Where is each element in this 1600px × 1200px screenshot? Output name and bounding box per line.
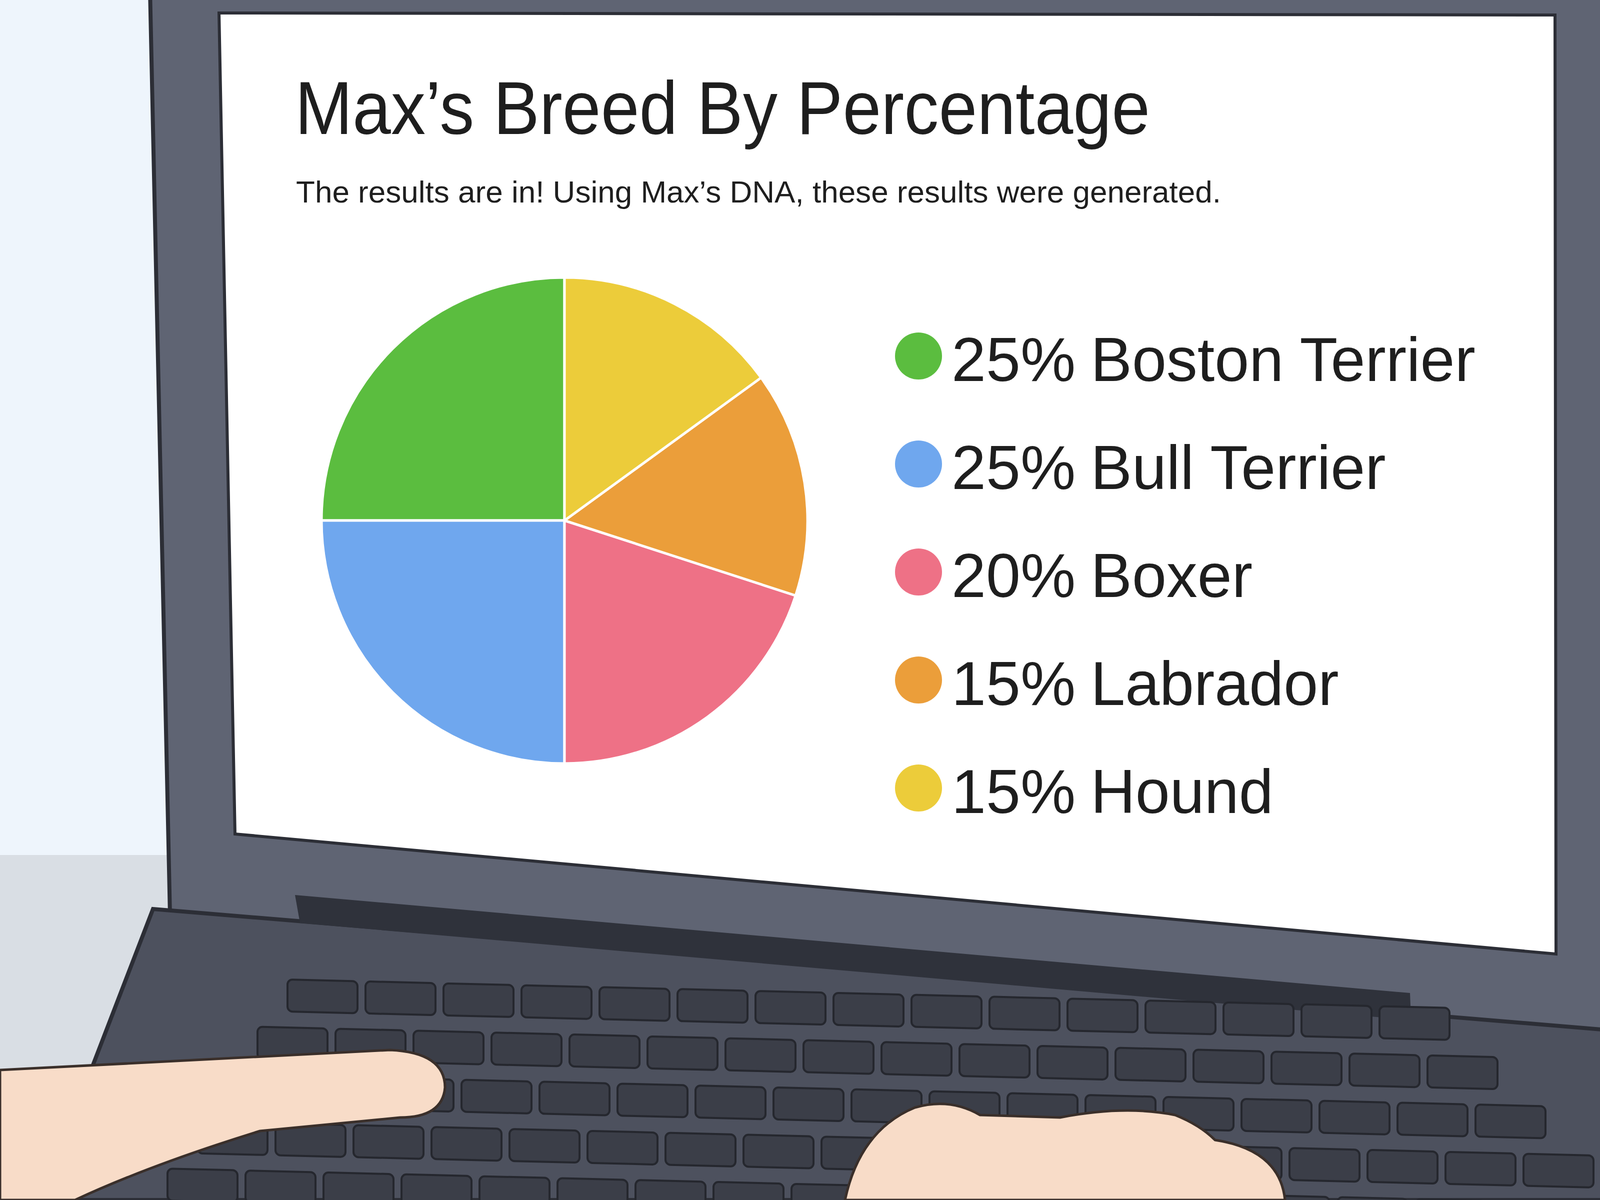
- key: [287, 979, 358, 1013]
- key: [323, 1172, 394, 1200]
- legend-category: Hound: [1090, 757, 1273, 826]
- key: [989, 996, 1060, 1030]
- key: [1115, 1048, 1186, 1082]
- key: [557, 1178, 628, 1200]
- key: [1523, 1153, 1594, 1187]
- key: [881, 1042, 952, 1076]
- key: [353, 1125, 424, 1159]
- key: [773, 1087, 844, 1121]
- legend-swatch: [895, 764, 942, 812]
- key: [1475, 1104, 1546, 1138]
- legend-category: Labrador: [1090, 649, 1339, 718]
- left-hand: [0, 1050, 445, 1200]
- key: [647, 1036, 718, 1070]
- legend-category: Boston Terrier: [1090, 325, 1476, 394]
- key: [599, 987, 670, 1021]
- pie-slice: [321, 520, 565, 764]
- key: [587, 1131, 658, 1165]
- pie-slice: [564, 277, 761, 521]
- key: [1367, 1150, 1438, 1184]
- key: [755, 991, 826, 1025]
- key: [617, 1083, 688, 1117]
- key: [1067, 998, 1138, 1032]
- legend-swatch: [895, 440, 942, 488]
- key: [1349, 1053, 1420, 1087]
- key: [1379, 1006, 1450, 1040]
- key: [725, 1038, 796, 1072]
- key: [1271, 1051, 1342, 1085]
- legend-swatch: [895, 656, 942, 704]
- key: [401, 1174, 472, 1200]
- legend-label: 25%Bull Terrier: [951, 433, 1386, 502]
- key: [365, 981, 436, 1015]
- legend-swatch: [895, 332, 942, 380]
- legend-category: Bull Terrier: [1090, 433, 1386, 502]
- key: [167, 1168, 238, 1200]
- scene: Max’s Breed By Percentage The results are…: [0, 0, 1600, 1200]
- key: [521, 985, 592, 1019]
- key: [1415, 1199, 1486, 1200]
- key: [1241, 1099, 1312, 1133]
- legend: 25%Boston Terrier25%Bull Terrier20%Boxer…: [895, 325, 1476, 826]
- legend-value: 20%: [951, 541, 1076, 610]
- legend-value: 15%: [951, 757, 1076, 826]
- key: [1319, 1100, 1390, 1134]
- key: [461, 1080, 532, 1114]
- key: [803, 1040, 874, 1074]
- key: [713, 1182, 784, 1200]
- pie: [321, 277, 808, 764]
- screen: [219, 13, 1556, 954]
- legend-value: 15%: [951, 649, 1076, 718]
- legend-label: 20%Boxer: [951, 541, 1253, 610]
- key: [1445, 1152, 1516, 1186]
- pie-slice: [321, 277, 565, 521]
- key: [1193, 1049, 1264, 1083]
- key: [1289, 1148, 1360, 1182]
- legend-value: 25%: [951, 325, 1076, 394]
- right-hand: [845, 1104, 1285, 1200]
- key: [665, 1133, 736, 1167]
- key: [509, 1129, 580, 1163]
- key: [1337, 1197, 1408, 1200]
- key: [491, 1032, 562, 1066]
- legend-value: 25%: [951, 433, 1076, 502]
- chart-title: Max’s Breed By Percentage: [295, 66, 1150, 150]
- legend-label: 15%Labrador: [951, 649, 1339, 718]
- key: [1301, 1004, 1372, 1038]
- chart-subtitle: The results are in! Using Max’s DNA, the…: [296, 174, 1221, 209]
- key: [1223, 1002, 1294, 1036]
- key: [695, 1085, 766, 1119]
- legend-swatch: [895, 548, 942, 596]
- key: [245, 1170, 316, 1200]
- key: [635, 1180, 706, 1200]
- legend-label: 15%Hound: [951, 757, 1274, 826]
- legend-category: Boxer: [1090, 541, 1253, 610]
- key: [1037, 1046, 1108, 1080]
- key: [539, 1081, 610, 1115]
- key: [677, 989, 748, 1023]
- key: [1397, 1102, 1468, 1136]
- key: [431, 1127, 502, 1161]
- laptop-lid: [150, 0, 1600, 1035]
- key: [911, 995, 982, 1029]
- key: [959, 1044, 1030, 1078]
- key: [443, 983, 514, 1017]
- key: [833, 993, 904, 1027]
- key: [569, 1034, 640, 1068]
- key: [1145, 1000, 1216, 1034]
- key: [479, 1176, 550, 1200]
- key: [743, 1134, 814, 1168]
- legend-label: 25%Boston Terrier: [951, 325, 1476, 394]
- key: [1427, 1055, 1498, 1089]
